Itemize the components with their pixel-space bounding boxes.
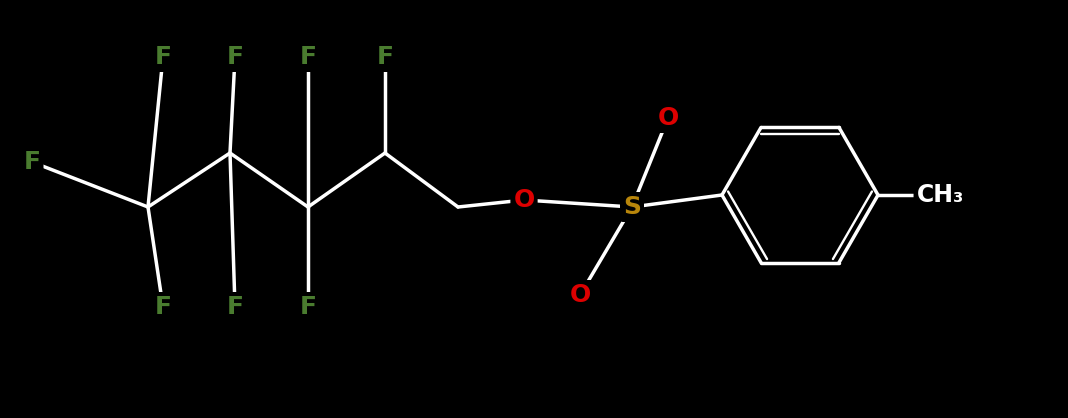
Text: F: F bbox=[23, 150, 41, 174]
Text: F: F bbox=[155, 45, 172, 69]
Text: O: O bbox=[569, 283, 591, 307]
Text: F: F bbox=[299, 295, 316, 319]
Text: F: F bbox=[377, 45, 393, 69]
Text: F: F bbox=[226, 45, 244, 69]
Text: F: F bbox=[299, 45, 316, 69]
Text: S: S bbox=[623, 195, 641, 219]
Text: F: F bbox=[226, 295, 244, 319]
Text: O: O bbox=[658, 106, 678, 130]
Text: O: O bbox=[514, 188, 535, 212]
Text: F: F bbox=[155, 295, 172, 319]
Text: CH₃: CH₃ bbox=[916, 183, 963, 207]
